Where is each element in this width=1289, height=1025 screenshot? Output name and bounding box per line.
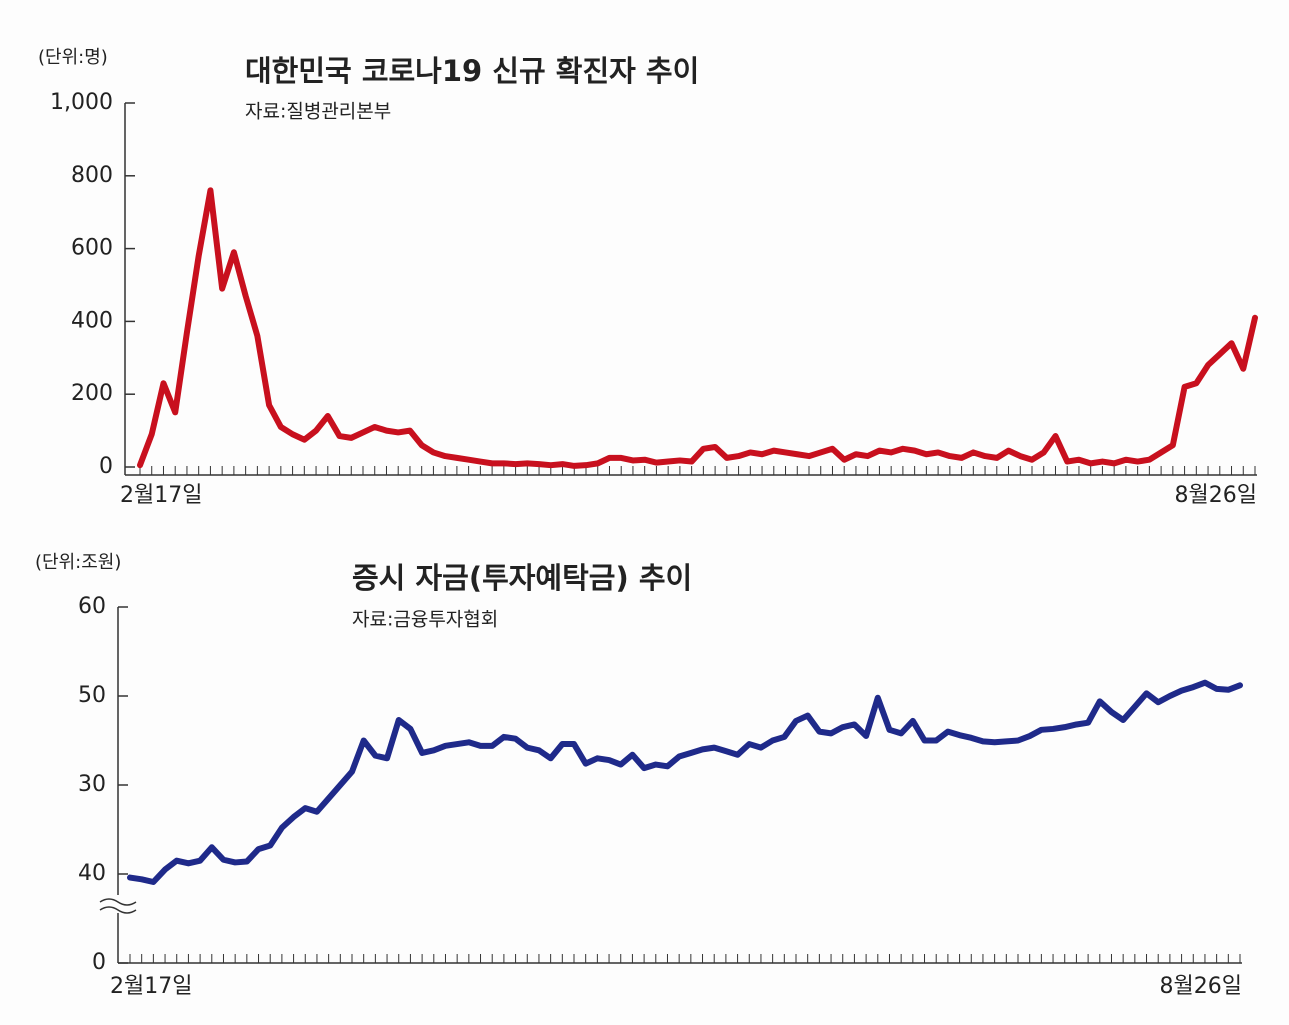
chart-title: 증시 자금(투자예탁금) 추이: [352, 561, 692, 595]
unit-label: (단위:명): [38, 47, 108, 68]
y-tick-label: 1,000: [50, 90, 113, 115]
source-label: 자료:금융투자협회: [352, 609, 498, 631]
y-tick-label: 400: [71, 308, 113, 333]
y-tick-label: 0: [99, 454, 113, 479]
x-tick-label: 8월26일: [1160, 974, 1242, 999]
x-tick-label: 8월26일: [1175, 483, 1257, 508]
y-tick-label: 50: [78, 683, 106, 708]
chart-title: 대한민국 코로나19 신규 확진자 추이: [245, 54, 699, 88]
axis-break: [99, 895, 137, 914]
x-tick-label: 2월17일: [120, 483, 202, 508]
x-tick-label: 2월17일: [110, 974, 192, 999]
unit-label: (단위:조원): [35, 552, 121, 573]
y-tick-label: 600: [71, 236, 113, 261]
data-line: [127, 679, 1243, 886]
y-tick-label: 30: [78, 772, 106, 797]
y-tick-label: 0: [92, 950, 106, 975]
y-tick-label: 200: [71, 381, 113, 406]
y-tick-label: 800: [71, 163, 113, 188]
y-tick-label: 40: [78, 861, 106, 886]
data-line: [137, 187, 1258, 469]
y-tick-label: 60: [78, 594, 106, 619]
source-label: 자료:질병관리본부: [245, 101, 391, 123]
